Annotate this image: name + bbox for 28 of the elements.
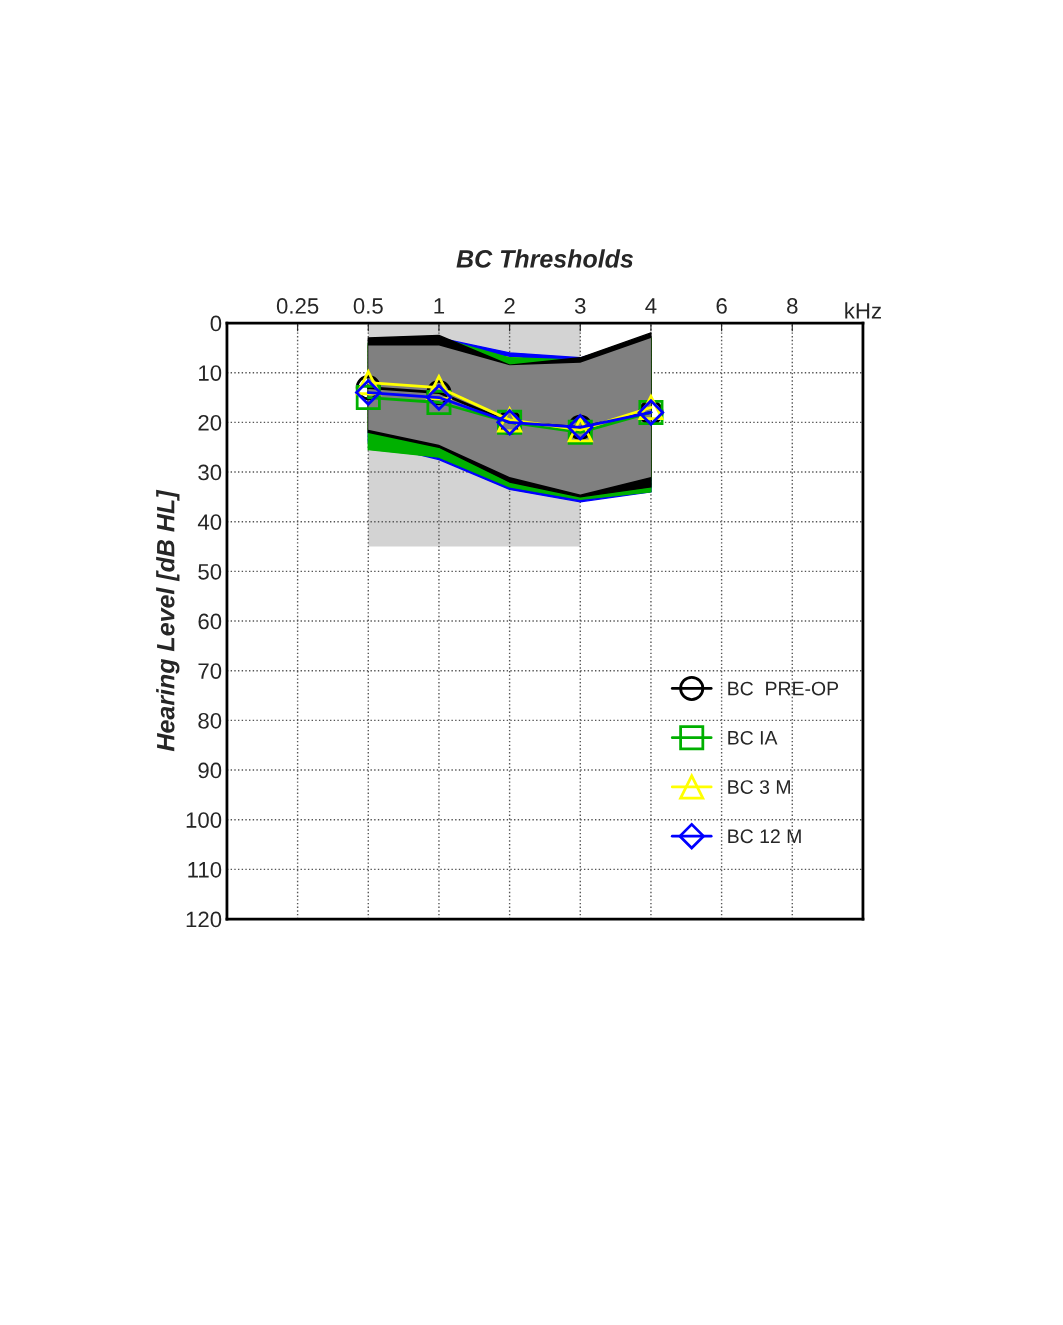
x-axis-title: kHz	[845, 302, 881, 319]
y-tick-label: 80	[198, 712, 222, 729]
x-tick-label: 0.25	[276, 298, 319, 314]
y-tick-label: 30	[198, 464, 222, 481]
legend-label: BC 12 M	[728, 829, 801, 844]
y-tick-label: 50	[198, 563, 222, 580]
y-tick-label: 0	[210, 315, 222, 332]
y-tick-label: 20	[198, 414, 222, 431]
legend-label: BC 3 M	[728, 780, 790, 794]
y-tick-label: 120	[186, 911, 222, 928]
x-tick-label: 8	[787, 298, 798, 314]
x-tick-label: 0.5	[353, 298, 383, 314]
x-tick-label: 3	[574, 298, 586, 314]
y-tick-label: 60	[198, 613, 222, 630]
legend-label: BC PRE-OP	[728, 681, 839, 696]
y-tick-label: 110	[188, 861, 222, 878]
y-tick-label: 70	[198, 663, 222, 679]
x-tick-label: 4	[645, 298, 657, 314]
x-tick-label: 6	[716, 298, 727, 314]
y-tick-label: 100	[186, 812, 222, 828]
y-tick-label: 10	[199, 365, 222, 381]
legend-label: BC IA	[728, 730, 778, 745]
chart-title: BC Thresholds	[456, 249, 633, 268]
x-tick-label: 2	[504, 298, 515, 314]
y-tick-label: 90	[198, 762, 222, 779]
y-tick-label: 40	[197, 514, 222, 530]
x-tick-label: 1	[434, 298, 445, 314]
y-axis-title: Hearing Level [dB HL]	[156, 489, 180, 752]
